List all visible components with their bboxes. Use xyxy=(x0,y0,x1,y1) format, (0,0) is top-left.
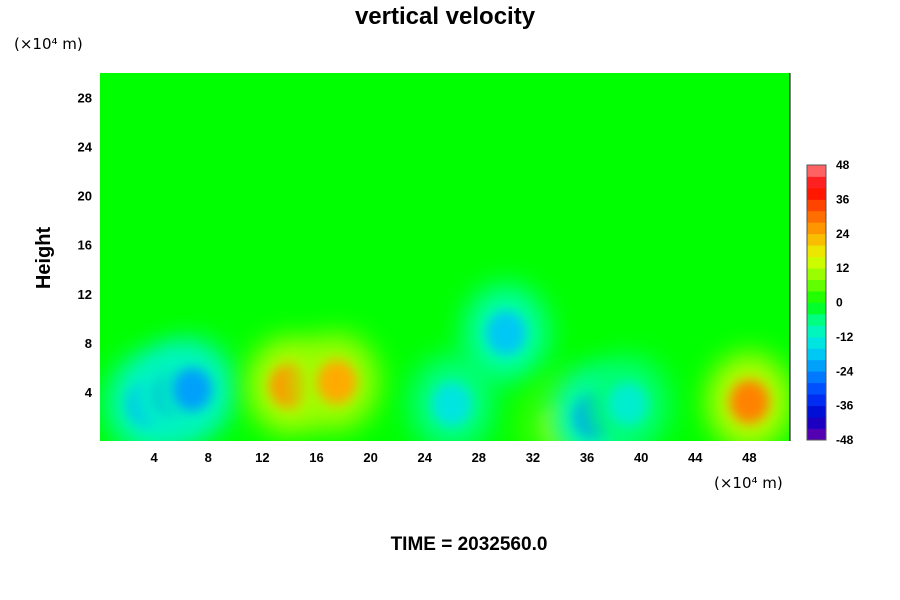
colorbar-segment xyxy=(807,428,826,441)
colorbar-segment xyxy=(807,336,826,349)
y-tick-label: 8 xyxy=(85,336,92,351)
field-feature xyxy=(607,382,648,427)
colorbar-segment xyxy=(807,371,826,384)
field-feature xyxy=(431,382,472,427)
x-tick-label: 16 xyxy=(309,450,323,465)
x-tick-label: 8 xyxy=(205,450,212,465)
colorbar-segment xyxy=(807,348,826,361)
x-tick-label: 44 xyxy=(688,450,703,465)
colorbar-tick-label: 48 xyxy=(836,158,850,172)
colorbar-tick-label: 36 xyxy=(836,192,850,206)
field-feature xyxy=(729,379,770,424)
x-tick-label: 36 xyxy=(580,450,594,465)
colorbar-segment xyxy=(807,313,826,326)
x-tick-label: 32 xyxy=(526,450,540,465)
field-feature xyxy=(172,367,212,412)
colorbar-tick-label: -36 xyxy=(836,399,854,413)
colorbar-segment xyxy=(807,256,826,269)
x-axis-ticks: 4 8 12 16 20 24 28 32 36 40 44 48 xyxy=(151,450,757,465)
contour-field xyxy=(105,285,790,441)
colorbar-segment xyxy=(807,176,826,189)
colorbar xyxy=(806,164,827,441)
colorbar-segment xyxy=(807,187,826,200)
colorbar-segment xyxy=(807,233,826,246)
field-feature xyxy=(485,311,526,356)
x-tick-label: 28 xyxy=(472,450,486,465)
colorbar-segment xyxy=(807,279,826,292)
colorbar-segment xyxy=(807,199,826,212)
y-tick-label: 12 xyxy=(78,287,92,302)
colorbar-segment xyxy=(807,210,826,223)
chart-title: vertical velocity xyxy=(355,3,536,30)
colorbar-segment xyxy=(807,245,826,258)
colorbar-ticks: 48 36 24 12 0 -12 -24 -36 -48 xyxy=(836,158,854,447)
colorbar-segment xyxy=(807,359,826,372)
y-axis-unit: (×10⁴ m) xyxy=(14,35,83,53)
y-tick-label: 28 xyxy=(78,91,92,106)
colorbar-segment xyxy=(807,165,826,177)
y-axis-label: Height xyxy=(33,227,55,290)
colorbar-tick-label: 12 xyxy=(836,261,850,275)
colorbar-segment xyxy=(807,222,826,235)
colorbar-segment xyxy=(807,394,826,407)
colorbar-tick-label: 0 xyxy=(836,296,843,310)
x-tick-label: 20 xyxy=(363,450,377,465)
colorbar-frame xyxy=(806,164,827,441)
colorbar-segment xyxy=(807,268,826,280)
x-tick-label: 40 xyxy=(634,450,648,465)
x-tick-label: 48 xyxy=(742,450,756,465)
x-tick-label: 12 xyxy=(255,450,269,465)
colorbar-segment xyxy=(807,325,826,338)
x-tick-label: 4 xyxy=(151,450,159,465)
colorbar-tick-label: 24 xyxy=(836,227,850,241)
colorbar-segment xyxy=(807,382,826,395)
colorbar-segment xyxy=(807,302,826,315)
colorbar-segment xyxy=(807,291,826,303)
colorbar-tick-label: -48 xyxy=(836,433,854,447)
x-tick-label: 24 xyxy=(417,450,432,465)
plot-area xyxy=(100,73,791,441)
time-annotation: TIME = 2032560.0 xyxy=(391,534,548,555)
y-tick-label: 4 xyxy=(85,385,93,400)
y-axis-ticks: 4 8 12 16 20 24 28 xyxy=(78,91,93,400)
colorbar-tick-label: -24 xyxy=(836,364,854,378)
x-axis-unit: (×10⁴ m) xyxy=(714,474,783,492)
y-tick-label: 20 xyxy=(78,189,92,204)
y-tick-label: 24 xyxy=(78,140,93,155)
colorbar-tick-label: -12 xyxy=(836,330,854,344)
field-feature xyxy=(316,360,357,405)
colorbar-segment xyxy=(807,405,826,418)
y-tick-label: 16 xyxy=(78,238,92,253)
colorbar-segment xyxy=(807,417,826,429)
